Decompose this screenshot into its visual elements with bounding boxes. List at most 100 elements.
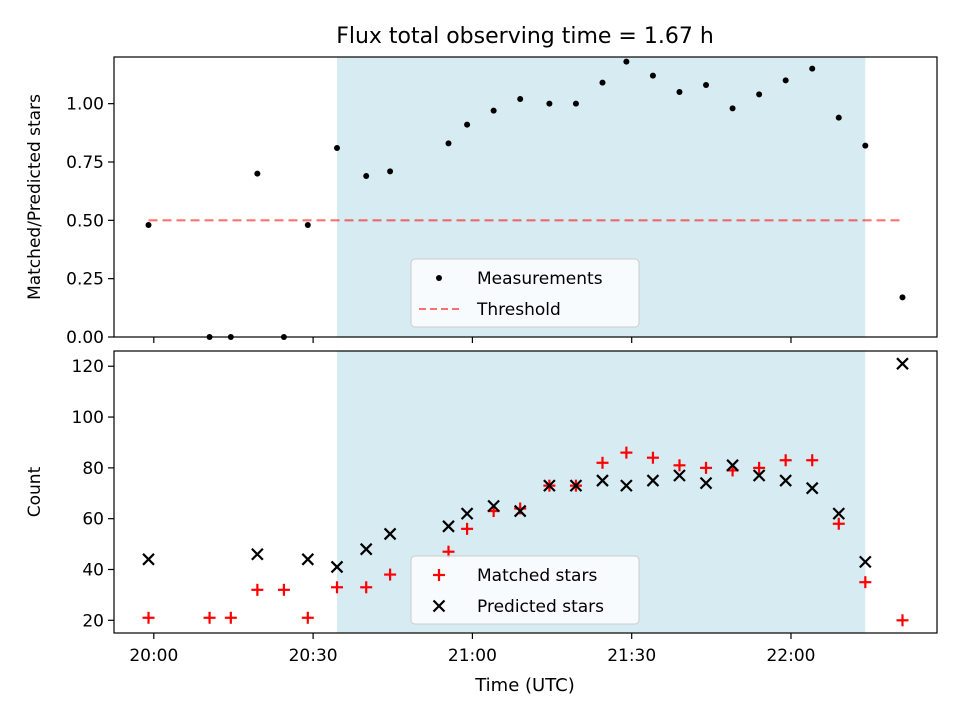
matched-star-marker bbox=[859, 576, 872, 589]
predicted-star-marker bbox=[432, 599, 446, 613]
y-tick-label: 120 bbox=[72, 357, 104, 377]
predicted-star-marker bbox=[646, 474, 660, 487]
matched-star-marker bbox=[673, 459, 686, 472]
matched-star-marker bbox=[331, 581, 344, 594]
predicted-star-marker bbox=[896, 357, 909, 370]
measurement-point bbox=[809, 65, 816, 72]
y-tick-label: 0.00 bbox=[66, 328, 104, 348]
matched-star-marker bbox=[596, 456, 609, 469]
bottom-panel-counts: 20 40 60 80 100 120 20:00 20:30 21:00 21:30 22:00 C… bbox=[25, 350, 938, 666]
predicted-star-marker bbox=[460, 507, 474, 520]
matched-star-marker bbox=[251, 583, 264, 596]
measurement-point bbox=[464, 121, 471, 128]
y-tick-label: 0.50 bbox=[66, 211, 104, 231]
measurement-point bbox=[304, 222, 311, 228]
matched-star-marker bbox=[753, 461, 766, 474]
measurement-point bbox=[490, 107, 497, 114]
legend-label: Measurements bbox=[477, 269, 603, 289]
measurement-point bbox=[254, 170, 261, 177]
measurement-point bbox=[363, 173, 370, 179]
legend: Measurements Threshold bbox=[410, 258, 640, 328]
predicted-star-marker bbox=[805, 481, 819, 495]
predicted-star-marker bbox=[487, 499, 500, 513]
measurement-point bbox=[782, 77, 789, 84]
x-tick-label: 21:00 bbox=[448, 646, 497, 666]
bottom-panel-frame bbox=[113, 350, 938, 634]
matched-star-marker bbox=[832, 517, 845, 530]
predicted-star-marker bbox=[513, 504, 527, 518]
measurement-point bbox=[546, 100, 553, 107]
y-axis-label: Count bbox=[25, 466, 45, 517]
predicted-star-marker bbox=[383, 527, 397, 541]
predicted-star-marker bbox=[673, 469, 686, 482]
y-tick-label: 20 bbox=[82, 611, 104, 631]
x-tick-label: 22:00 bbox=[766, 646, 815, 666]
measurement-point bbox=[862, 142, 869, 149]
predicted-star-marker bbox=[543, 479, 556, 492]
predicted-star-marker bbox=[330, 560, 344, 574]
x-tick-label: 20:30 bbox=[289, 646, 338, 666]
x-tick-label: 21:30 bbox=[607, 646, 656, 666]
legend-box bbox=[410, 555, 640, 625]
measurement-point bbox=[899, 294, 906, 301]
predicted-star-marker bbox=[142, 553, 155, 566]
y-tick-label: 80 bbox=[82, 459, 104, 479]
predicted-star-marker bbox=[726, 459, 739, 472]
measurement-point bbox=[387, 168, 394, 175]
predicted-star-marker bbox=[699, 476, 713, 490]
predicted-star-marker bbox=[779, 474, 792, 487]
legend-label: Predicted stars bbox=[477, 597, 604, 617]
matched-star-marker bbox=[301, 611, 314, 624]
measurement-point bbox=[445, 140, 452, 147]
matched-star-marker bbox=[203, 611, 216, 624]
legend-box bbox=[410, 258, 640, 328]
y-tick-label: 0.75 bbox=[66, 153, 104, 173]
y-axis-label: Matched/Predicted stars bbox=[25, 94, 45, 300]
predicted-star-marker bbox=[251, 547, 264, 561]
matched-star-marker bbox=[142, 611, 155, 624]
predicted-star-marker bbox=[596, 474, 609, 487]
matched-star-marker bbox=[277, 583, 290, 596]
predicted-star-marker bbox=[752, 469, 766, 482]
matched-star-marker bbox=[779, 454, 792, 467]
y-tick-label: 0.25 bbox=[66, 270, 104, 290]
matched-star-marker bbox=[700, 461, 713, 474]
y-tick-label: 40 bbox=[82, 560, 104, 580]
predicted-star-marker bbox=[442, 520, 455, 533]
measurement-point bbox=[729, 105, 736, 112]
measurement-point bbox=[145, 222, 152, 228]
measurement-point bbox=[436, 275, 442, 281]
measurement-point bbox=[649, 72, 656, 79]
y-tick-label: 100 bbox=[72, 408, 104, 428]
matched-star-marker bbox=[620, 446, 633, 459]
measurement-point bbox=[517, 96, 524, 102]
predicted-star-marker bbox=[859, 555, 872, 569]
measurement-point bbox=[334, 145, 341, 151]
y-tick-label: 60 bbox=[82, 510, 104, 530]
predicted-star-marker bbox=[832, 507, 846, 520]
measurement-point bbox=[599, 79, 606, 86]
measurement-point bbox=[676, 89, 683, 95]
predicted-star-marker bbox=[569, 479, 583, 492]
predicted-star-marker bbox=[301, 553, 315, 566]
matched-star-marker bbox=[360, 581, 373, 594]
measurement-point bbox=[756, 91, 763, 98]
legend-label: Matched stars bbox=[477, 566, 597, 586]
matched-star-marker bbox=[806, 454, 819, 467]
measurement-point bbox=[623, 58, 630, 65]
matched-star-marker bbox=[461, 522, 474, 535]
top-panel-ratio: 0.00 0.25 0.50 0.75 1.00 Matched/Predicted st… bbox=[25, 56, 938, 348]
figure-title: Flux total observing time = 1.67 h bbox=[336, 24, 714, 49]
measurement-point bbox=[835, 114, 842, 121]
matched-star-marker bbox=[433, 569, 445, 581]
matched-star-marker bbox=[646, 451, 659, 464]
x-axis-label: Time (UTC) bbox=[474, 675, 575, 696]
legend-label: Threshold bbox=[476, 300, 561, 320]
x-tick-label: 20:00 bbox=[129, 646, 178, 666]
y-tick-label: 1.00 bbox=[66, 95, 104, 115]
matched-star-marker bbox=[896, 614, 909, 627]
matched-star-marker bbox=[224, 611, 237, 624]
predicted-star-marker bbox=[359, 542, 373, 556]
matched-star-marker bbox=[384, 568, 397, 581]
